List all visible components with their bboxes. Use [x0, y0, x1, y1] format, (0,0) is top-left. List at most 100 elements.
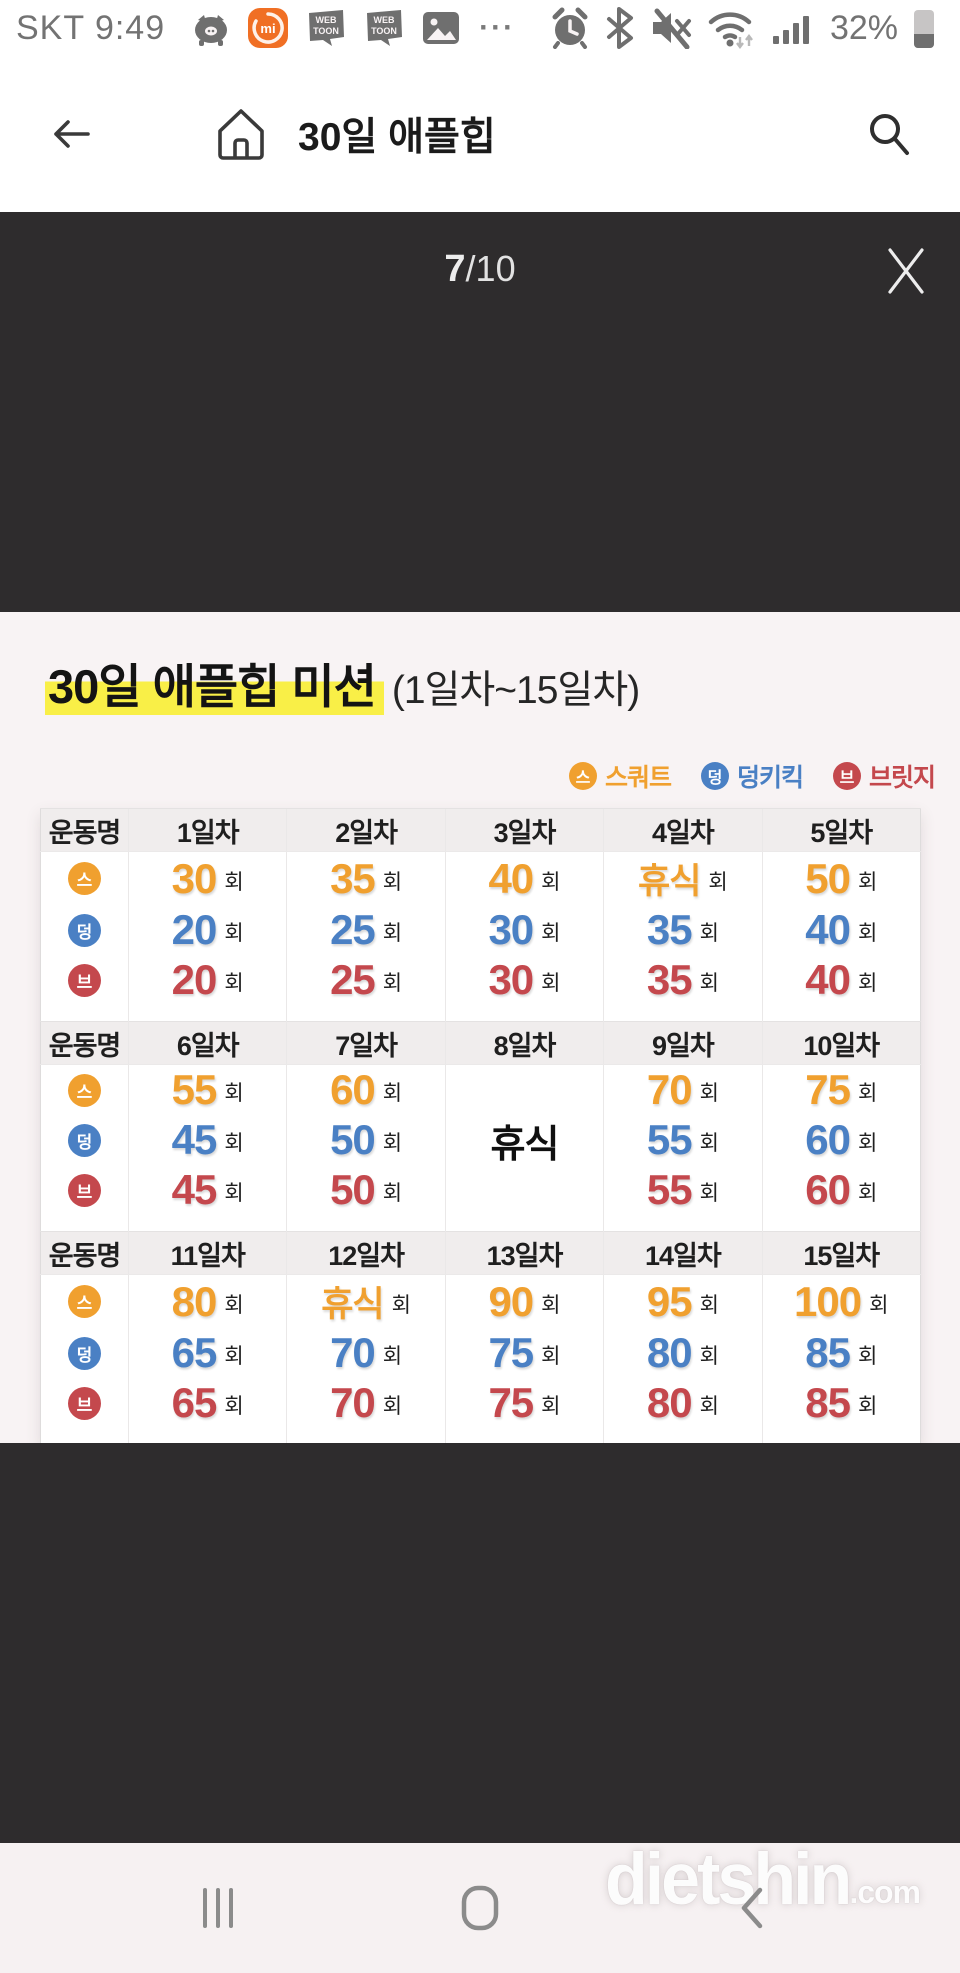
mission-title-highlighted: 30일 애플힙 미션 — [45, 658, 384, 717]
reps-cell: 50 회 — [286, 1115, 446, 1165]
mute-icon — [649, 7, 693, 49]
reps-cell: 70 회 — [603, 1064, 763, 1115]
mission-table: 운동명 1일차 2일차 3일차 4일차 5일차 스 30 회 35 회 40 회 휴식 회 50 회 덩 20 회 25… — [40, 808, 921, 1445]
spacer-cell — [127, 1005, 287, 1022]
spacer-cell — [41, 1005, 129, 1022]
table-row: 스 30 회 35 회 40 회 휴식 회 50 회 — [41, 851, 921, 906]
page-title: 30일 애플힙 — [298, 116, 496, 159]
exercise-icon-cell: 브 — [41, 1165, 129, 1215]
rest-cell: 휴식 회 — [603, 851, 763, 905]
alarm-icon — [549, 7, 591, 49]
home-nav-button[interactable] — [440, 1843, 520, 1973]
spacer-cell — [444, 1005, 604, 1022]
day-header: 5일차 — [761, 808, 921, 852]
reps-cell: 40 회 — [761, 905, 921, 955]
exercise-icon-cell: 덩 — [41, 1115, 129, 1165]
svg-text:WEB: WEB — [316, 15, 337, 25]
reps-value: 75 — [488, 1329, 534, 1376]
reps-cell: 45 회 — [127, 1165, 287, 1215]
reps-cell: 25 회 — [286, 905, 446, 955]
wifi-icon — [707, 7, 757, 49]
webtoon-icon: WEB TOON — [362, 7, 406, 49]
exercise-icon-cell: 덩 — [41, 1328, 129, 1378]
exercise-icon-cell: 스 — [41, 852, 129, 906]
reps-value: 35 — [330, 854, 376, 902]
reps-value: 90 — [488, 1277, 534, 1325]
reps-unit: 회 — [224, 1132, 244, 1155]
reps-value: 70 — [646, 1066, 693, 1113]
exercise-badge-icon: 스 — [68, 1073, 101, 1107]
battery-icon — [911, 6, 937, 50]
reps-unit: 회 — [382, 972, 403, 995]
back-nav-button[interactable] — [712, 1843, 792, 1973]
reps-cell: 60 회 — [286, 1064, 446, 1115]
day-header: 4일차 — [603, 808, 763, 852]
exercise-col-header: 운동명 — [40, 808, 129, 852]
reps-unit: 회 — [699, 1395, 719, 1418]
exercise-badge-icon: 스 — [568, 762, 597, 790]
close-icon[interactable] — [878, 242, 934, 298]
reps-value: 75 — [805, 1066, 851, 1113]
exercise-badge-icon: 브 — [68, 1386, 101, 1420]
reps-unit: 회 — [224, 1395, 244, 1418]
exercise-badge-icon: 스 — [68, 862, 101, 895]
reps-cell: 75 회 — [444, 1328, 604, 1378]
legend-item: 스 스쿼트 — [568, 758, 672, 794]
day-header: 6일차 — [127, 1021, 287, 1065]
signal-strength-icon — [771, 8, 815, 48]
home-icon[interactable] — [210, 105, 272, 163]
reps-value: 40 — [488, 854, 534, 902]
reps-unit: 회 — [699, 1293, 719, 1317]
table-header-row: 운동명 1일차 2일차 3일차 4일차 5일차 — [40, 808, 921, 852]
table-spacer-row — [41, 1005, 921, 1022]
exercise-icon-cell: 브 — [41, 1378, 129, 1428]
spacer-cell — [444, 1428, 604, 1445]
reps-value: 30 — [488, 956, 534, 1003]
legend-label: 스쿼트 — [604, 764, 672, 792]
reps-value: 70 — [330, 1329, 376, 1376]
day-header: 9일차 — [603, 1021, 763, 1065]
table-row: 브 45 회 50 회 55 회 60 회 — [41, 1165, 921, 1215]
day-header: 14일차 — [603, 1231, 763, 1275]
table-spacer-row — [41, 1428, 921, 1445]
reps-value: 60 — [805, 1166, 851, 1213]
reps-value: 55 — [171, 1066, 218, 1113]
spacer-cell — [286, 1215, 446, 1232]
reps-unit: 회 — [699, 1345, 719, 1368]
reps-unit: 회 — [224, 922, 244, 945]
reps-unit: 회 — [699, 1082, 719, 1105]
exercise-badge-icon: 덩 — [68, 1123, 101, 1157]
search-icon[interactable] — [864, 109, 914, 159]
recents-button[interactable] — [178, 1843, 258, 1973]
reps-unit: 회 — [869, 1293, 889, 1317]
reps-cell: 80 회 — [127, 1274, 287, 1328]
reps-unit: 회 — [857, 1395, 878, 1418]
reps-unit: 회 — [699, 972, 719, 995]
svg-text:WEB: WEB — [374, 15, 395, 25]
reps-unit: 회 — [857, 1082, 878, 1105]
mission-title-range: (1일차~15일차) — [391, 669, 640, 712]
reps-cell: 85 회 — [761, 1378, 921, 1428]
reps-value: 20 — [171, 956, 218, 1003]
reps-value: 100 — [794, 1277, 862, 1325]
reps-value: 55 — [646, 1116, 693, 1163]
back-arrow-icon[interactable] — [48, 114, 94, 154]
reps-value: 35 — [646, 956, 693, 1003]
reps-cell: 30 회 — [444, 955, 604, 1005]
reps-value: 45 — [171, 1166, 218, 1213]
reps-cell: 60 회 — [761, 1115, 921, 1165]
reps-unit: 회 — [224, 870, 244, 894]
exercise-icon-cell: 스 — [41, 1065, 129, 1116]
table-row: 브 20 회 25 회 30 회 35 회 40 회 — [41, 955, 921, 1005]
android-nav-bar: dietshin .com — [0, 1838, 960, 1973]
reps-value: 25 — [330, 956, 376, 1003]
page-indicator-current: 7 — [444, 248, 466, 290]
image-viewer-top-panel: 7/10 — [0, 212, 960, 612]
rest-label: 휴식 — [490, 1123, 560, 1166]
spacer-cell — [603, 1005, 763, 1022]
gallery-icon — [420, 8, 462, 48]
reps-unit: 회 — [541, 1293, 561, 1317]
svg-text:TOON: TOON — [313, 26, 339, 36]
table-spacer-row — [41, 1215, 921, 1232]
